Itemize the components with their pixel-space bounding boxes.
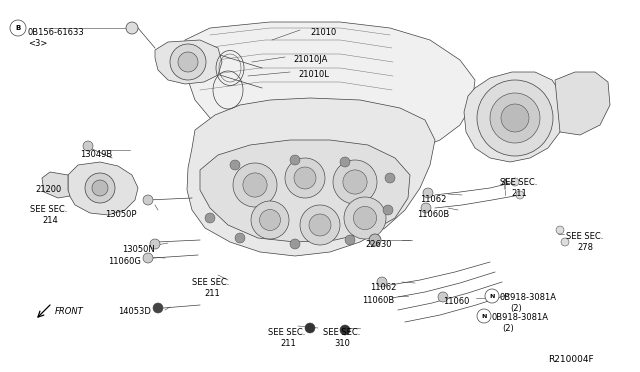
Text: 11062: 11062 — [370, 283, 396, 292]
Text: 11060B: 11060B — [417, 210, 449, 219]
Text: 11060: 11060 — [443, 297, 469, 306]
Text: R210004F: R210004F — [548, 355, 594, 364]
Circle shape — [477, 80, 553, 156]
Text: 211: 211 — [280, 339, 296, 348]
Text: 21010L: 21010L — [298, 70, 329, 79]
Circle shape — [85, 173, 115, 203]
Text: 11060G: 11060G — [108, 257, 141, 266]
Circle shape — [300, 205, 340, 245]
Text: 14053D: 14053D — [118, 307, 151, 316]
Circle shape — [143, 253, 153, 263]
Circle shape — [345, 235, 355, 245]
Circle shape — [511, 178, 519, 186]
Circle shape — [153, 303, 163, 313]
Text: 0B156-61633: 0B156-61633 — [28, 28, 84, 37]
Text: 214: 214 — [42, 216, 58, 225]
Circle shape — [150, 239, 160, 249]
Circle shape — [344, 197, 386, 239]
Circle shape — [333, 160, 377, 204]
Text: 11062: 11062 — [420, 195, 446, 204]
Text: N: N — [490, 294, 495, 298]
Polygon shape — [555, 72, 610, 135]
Text: 21010: 21010 — [310, 28, 336, 37]
Circle shape — [170, 44, 206, 80]
Polygon shape — [68, 162, 138, 215]
Text: SEE SEC.: SEE SEC. — [566, 232, 604, 241]
Text: SEE SEC.: SEE SEC. — [268, 328, 305, 337]
Text: 0B918-3081A: 0B918-3081A — [492, 313, 549, 322]
Circle shape — [233, 163, 277, 207]
Circle shape — [423, 188, 433, 198]
Circle shape — [290, 239, 300, 249]
Text: N: N — [481, 314, 486, 318]
Circle shape — [83, 141, 93, 151]
Text: 22630: 22630 — [365, 240, 392, 249]
Text: 211: 211 — [511, 189, 527, 198]
Circle shape — [251, 201, 289, 239]
Circle shape — [353, 206, 376, 230]
Circle shape — [340, 325, 350, 335]
Circle shape — [10, 20, 26, 36]
Text: 13050P: 13050P — [105, 210, 136, 219]
Polygon shape — [464, 72, 565, 162]
Text: <3>: <3> — [28, 39, 47, 48]
Circle shape — [143, 195, 153, 205]
Circle shape — [309, 214, 331, 236]
Text: 21010JA: 21010JA — [293, 55, 328, 64]
Circle shape — [178, 52, 198, 72]
Circle shape — [477, 309, 491, 323]
Circle shape — [205, 213, 215, 223]
Circle shape — [369, 234, 381, 246]
Polygon shape — [42, 172, 70, 198]
Text: 310: 310 — [334, 339, 350, 348]
Text: 211: 211 — [204, 289, 220, 298]
Circle shape — [285, 158, 325, 198]
Circle shape — [421, 203, 431, 213]
Text: SEE SEC.: SEE SEC. — [192, 278, 229, 287]
Text: 13050N: 13050N — [122, 245, 155, 254]
Polygon shape — [187, 98, 435, 256]
Circle shape — [561, 238, 569, 246]
Text: 11060B: 11060B — [362, 296, 394, 305]
Circle shape — [385, 173, 395, 183]
Text: 13049B: 13049B — [80, 150, 112, 159]
Text: SEE SEC.: SEE SEC. — [500, 178, 538, 187]
Text: (2): (2) — [510, 304, 522, 313]
Text: 0B918-3081A: 0B918-3081A — [500, 293, 557, 302]
Circle shape — [126, 22, 138, 34]
Text: 278: 278 — [577, 243, 593, 252]
Circle shape — [305, 323, 315, 333]
Text: (2): (2) — [502, 324, 514, 333]
Circle shape — [556, 226, 564, 234]
Circle shape — [243, 173, 267, 197]
Circle shape — [92, 180, 108, 196]
Circle shape — [294, 167, 316, 189]
Text: SEE SEC.: SEE SEC. — [323, 328, 360, 337]
Circle shape — [501, 104, 529, 132]
Circle shape — [438, 292, 448, 302]
Circle shape — [383, 205, 393, 215]
Text: 21200: 21200 — [35, 185, 61, 194]
Circle shape — [377, 277, 387, 287]
Text: FRONT: FRONT — [55, 307, 84, 316]
Polygon shape — [155, 40, 222, 84]
Text: B: B — [15, 25, 20, 31]
Circle shape — [485, 289, 499, 303]
Circle shape — [230, 160, 240, 170]
Circle shape — [516, 191, 524, 199]
Circle shape — [340, 157, 350, 167]
Circle shape — [290, 155, 300, 165]
Circle shape — [260, 209, 280, 230]
Polygon shape — [200, 140, 410, 242]
Text: SEE SEC.: SEE SEC. — [30, 205, 67, 214]
Circle shape — [235, 233, 245, 243]
Polygon shape — [185, 22, 475, 158]
Circle shape — [343, 170, 367, 194]
Circle shape — [490, 93, 540, 143]
